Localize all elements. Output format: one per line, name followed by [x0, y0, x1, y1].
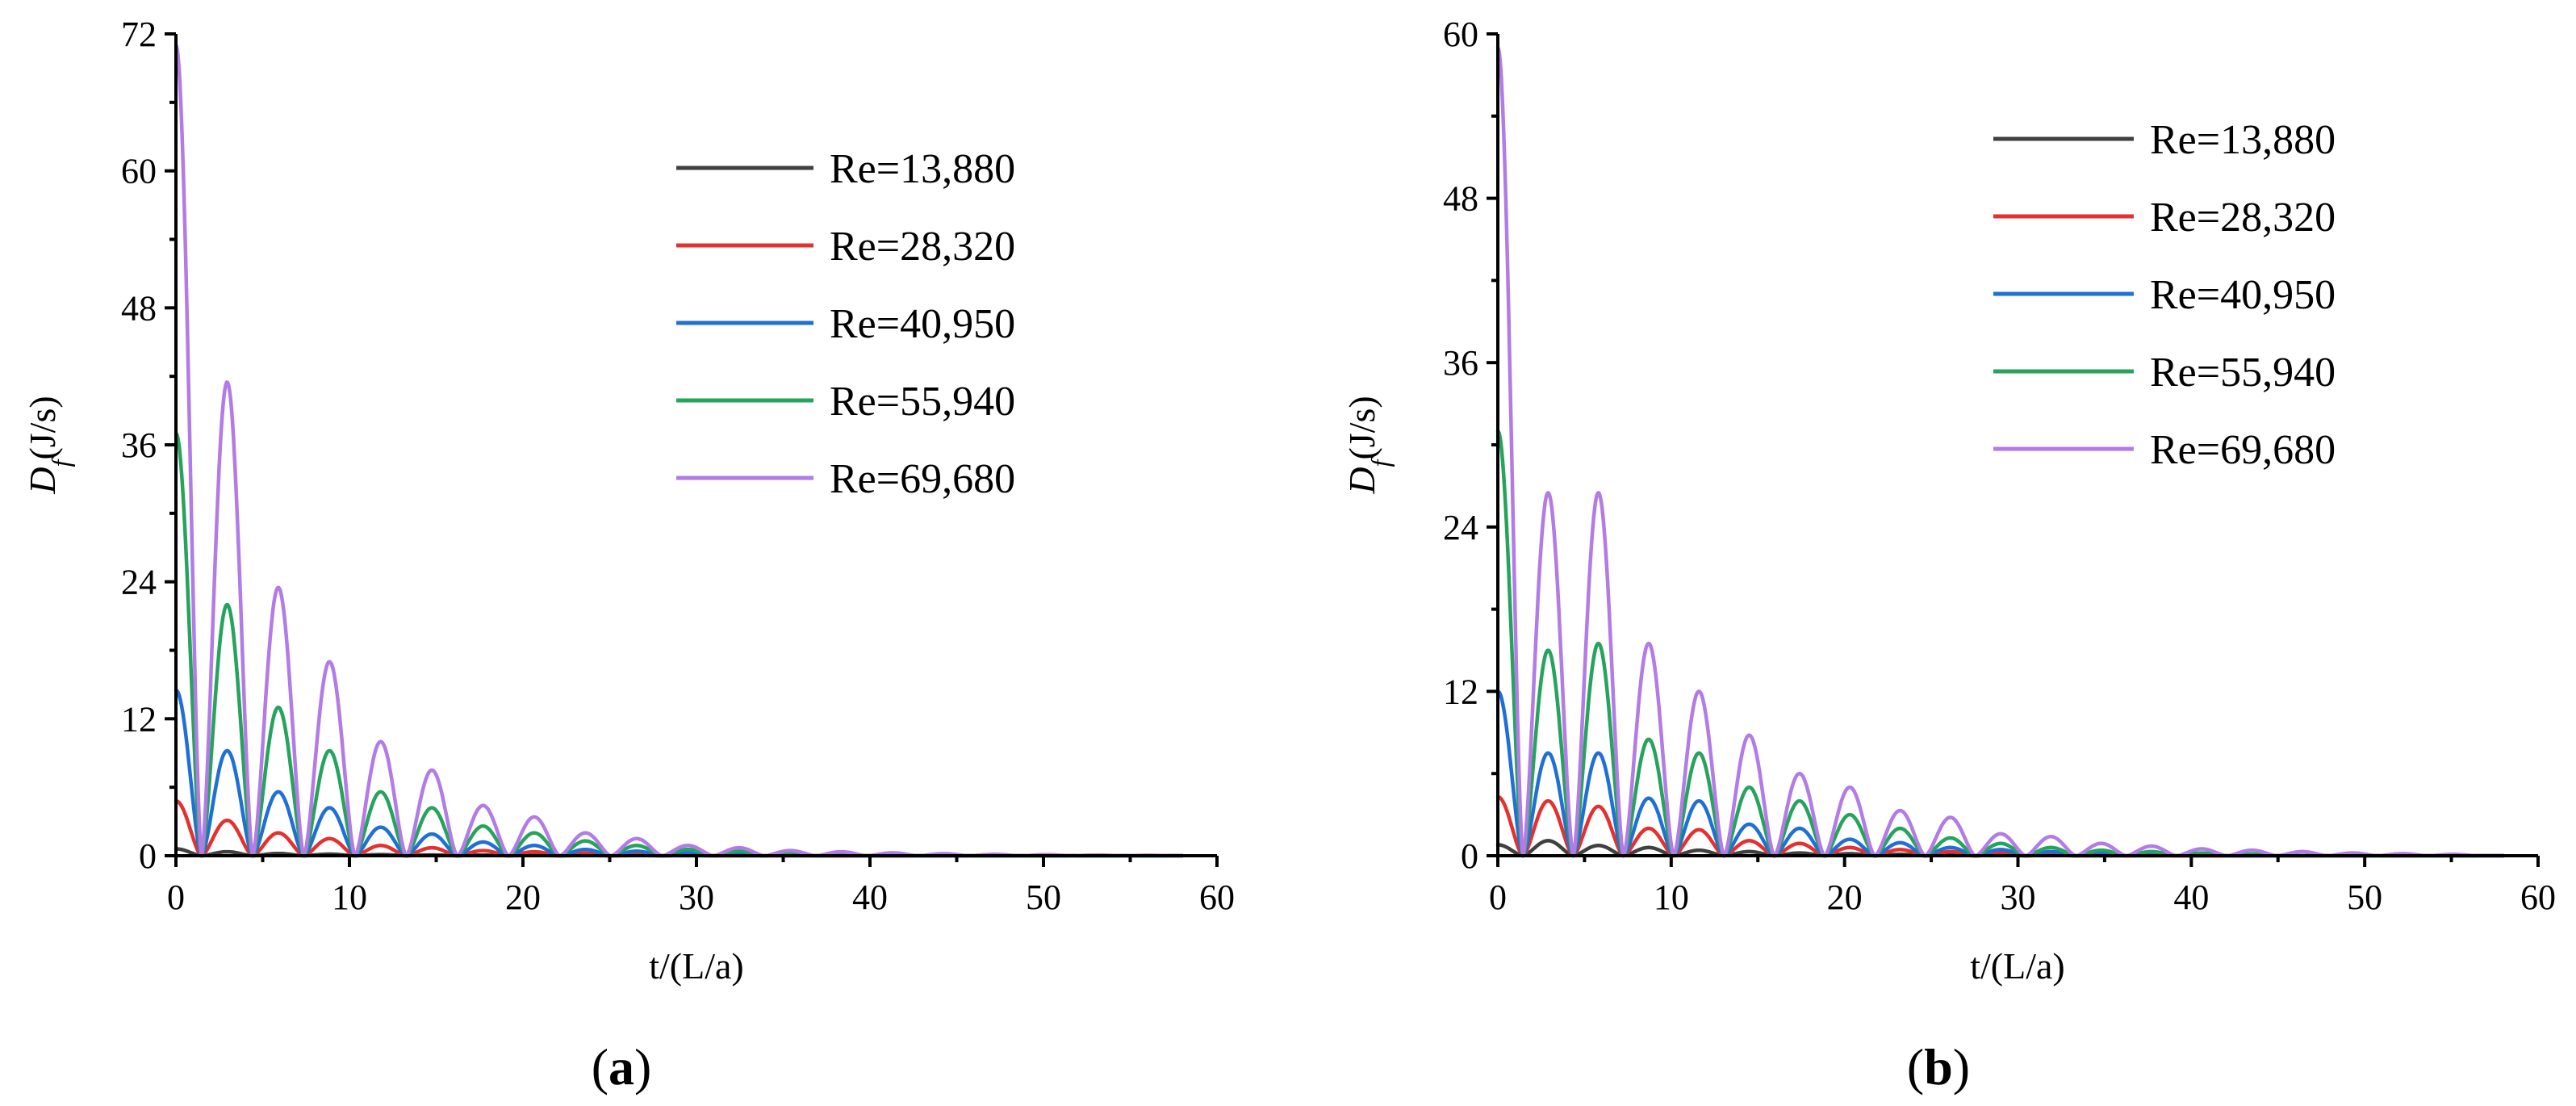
- y-axis-label-unit-a: (J/s): [22, 396, 63, 459]
- y-axis-label-unit-b: (J/s): [1341, 396, 1382, 459]
- legend-label-b-2: Re=40,950: [2150, 272, 2336, 318]
- series-line-a-3: [174, 431, 1185, 858]
- y-tick-label-b-4: 48: [1443, 179, 1478, 219]
- y-tick-label-b-1: 12: [1443, 672, 1478, 711]
- legend-label-a-4: Re=69,680: [830, 456, 1015, 502]
- y-tick-label-a-0: 0: [139, 836, 157, 876]
- x-tick-label-b-6: 60: [2520, 878, 2556, 917]
- legend-label-b-1: Re=28,320: [2150, 195, 2336, 241]
- legend-label-a-1: Re=28,320: [830, 224, 1015, 270]
- ticks-b: 0 10 20 30 40 50 60 0 12 24 36 48 60: [1443, 15, 2556, 917]
- panel-label-b: (b): [1907, 1038, 1970, 1096]
- y-axis-label-main-b: D: [1341, 467, 1382, 494]
- series-line-a-2: [174, 688, 1185, 858]
- legend-label-b-4: Re=69,680: [2150, 427, 2336, 473]
- y-tick-label-a-1: 12: [121, 699, 157, 739]
- x-tick-label-b-4: 40: [2173, 878, 2209, 917]
- y-tick-label-b-3: 36: [1443, 343, 1478, 383]
- y-axis-label-b: Df(J/s): [1341, 396, 1395, 494]
- x-tick-label-a-3: 30: [679, 878, 714, 917]
- y-axis-label-main-a: D: [22, 467, 63, 494]
- chart-panel-a: 0 10 20 30 40 50 60 0 12 24 36 48 60 72 t/(L/a) Df(J/…: [22, 15, 1235, 1096]
- legend-a: Re=13,880 Re=28,320 Re=40,950 Re=55,940 Re=6…: [676, 146, 1015, 502]
- ticks-a: 0 10 20 30 40 50 60 0 12 24 36 48 60 72: [121, 15, 1235, 917]
- y-tick-label-b-0: 0: [1461, 836, 1478, 876]
- legend-b: Re=13,880 Re=28,320 Re=40,950 Re=55,940 Re=6…: [1993, 117, 2336, 473]
- x-tick-label-b-5: 50: [2347, 878, 2382, 917]
- panel-letter-b: b: [1924, 1038, 1953, 1096]
- x-tick-label-a-6: 60: [1199, 878, 1235, 917]
- y-tick-label-a-3: 36: [121, 425, 157, 465]
- x-tick-label-a-5: 50: [1026, 878, 1061, 917]
- y-tick-label-a-4: 48: [121, 288, 157, 328]
- x-axis-label-a: t/(L/a): [649, 945, 744, 987]
- y-axis-label-a: Df(J/s): [22, 396, 75, 494]
- axes-a: [174, 34, 1217, 857]
- y-tick-label-a-6: 72: [121, 15, 157, 54]
- series-lines-b: [1495, 45, 2506, 858]
- panel-label-a: (a): [592, 1038, 652, 1096]
- x-tick-label-a-0: 0: [167, 878, 185, 917]
- x-tick-label-a-2: 20: [505, 878, 541, 917]
- x-tick-label-b-2: 20: [1827, 878, 1863, 917]
- legend-label-a-2: Re=40,950: [830, 301, 1015, 347]
- x-axis-label-b: t/(L/a): [1970, 945, 2065, 987]
- x-tick-label-a-1: 10: [332, 878, 367, 917]
- legend-label-b-3: Re=55,940: [2150, 350, 2336, 396]
- legend-label-a-0: Re=13,880: [830, 146, 1015, 192]
- chart-panel-b: 0 10 20 30 40 50 60 0 12 24 36 48 60 t/(L/a) Df(J/s)…: [1341, 15, 2556, 1096]
- axes-b: [1496, 34, 2538, 857]
- y-tick-label-b-5: 60: [1443, 15, 1478, 54]
- legend-label-b-0: Re=13,880: [2150, 117, 2336, 163]
- series-line-b-2: [1495, 689, 2506, 858]
- y-tick-label-a-2: 24: [121, 563, 157, 602]
- series-line-b-4: [1495, 45, 2506, 858]
- x-tick-label-b-3: 30: [2001, 878, 2036, 917]
- panel-letter-a: a: [608, 1038, 634, 1096]
- x-tick-label-b-0: 0: [1489, 878, 1507, 917]
- legend-label-a-3: Re=55,940: [830, 379, 1015, 425]
- y-tick-label-b-2: 24: [1443, 508, 1478, 547]
- x-tick-label-b-1: 10: [1654, 878, 1689, 917]
- x-tick-label-a-4: 40: [852, 878, 888, 917]
- y-tick-label-a-5: 60: [121, 152, 157, 191]
